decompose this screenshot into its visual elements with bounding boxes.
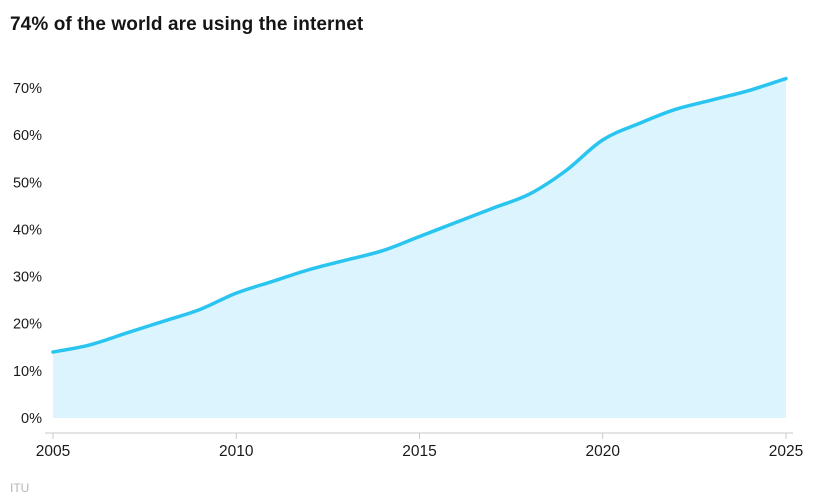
y-axis-label: 30% xyxy=(13,270,42,286)
y-axis-label: 20% xyxy=(13,317,42,333)
trend-line xyxy=(51,76,788,354)
y-axis-label: 50% xyxy=(13,175,42,191)
chart-title: 74% of the world are using the internet xyxy=(10,14,364,35)
x-axis-label: 2010 xyxy=(219,443,254,460)
x-axis-label: 2020 xyxy=(586,443,621,460)
area-fill xyxy=(53,78,786,418)
y-axis-label: 0% xyxy=(21,411,42,427)
y-axis-label: 70% xyxy=(13,81,42,97)
y-axis-label: 10% xyxy=(13,364,42,380)
y-axis-label: 40% xyxy=(13,222,42,238)
y-axis-label: 60% xyxy=(13,128,42,144)
source-label: ITU xyxy=(10,481,30,495)
x-axis-label: 2015 xyxy=(402,443,436,460)
x-axis-label: 2025 xyxy=(769,443,803,460)
x-axis-label: 2005 xyxy=(36,443,70,460)
